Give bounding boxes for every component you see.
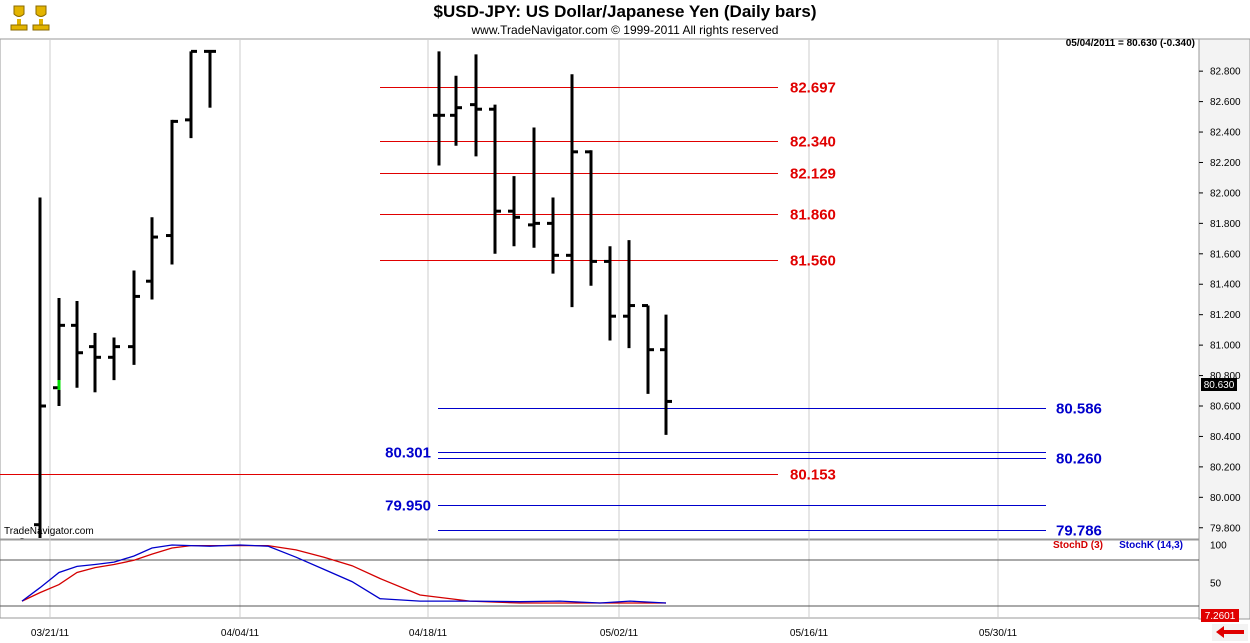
y-tick-label: 80.000 xyxy=(1210,493,1241,504)
ohlc-bar xyxy=(89,332,101,393)
stochK-label: StochK (14,3) xyxy=(1119,540,1183,551)
ohlc-bar xyxy=(566,74,578,308)
y-tick-label: 80.200 xyxy=(1210,462,1241,473)
ohlc-bar xyxy=(166,119,178,265)
stochK-line xyxy=(21,544,667,604)
y-tick-label: 80.400 xyxy=(1210,432,1241,443)
y-axis-labels: 82.800 82.600 82.400 82.200 82.000 81.800 81.6… xyxy=(1199,67,1241,590)
stoch-tick-label: 100 xyxy=(1210,541,1227,552)
price-tag-box xyxy=(1201,378,1237,391)
x-axis-labels: 03/21/11 04/04/11 04/18/11 05/02/11 05/16/11… xyxy=(31,628,1018,639)
stoch-panel xyxy=(0,539,1200,619)
y-tick-label: 80.600 xyxy=(1210,402,1241,413)
ohlc-bar xyxy=(585,150,597,286)
ohlc-bar xyxy=(470,54,482,157)
level-lines: 82.697 82.340 82.129 81.860 81.560 80.586 80.3… xyxy=(0,80,1102,540)
x-tick-label: 04/18/11 xyxy=(409,628,448,639)
level-label: 79.786 xyxy=(1056,523,1102,540)
chart-subtitle: www.TradeNavigator.com © 1999-2011 All r… xyxy=(471,23,779,37)
horizontal-grid xyxy=(0,559,1199,607)
stoch-tag-box xyxy=(1201,609,1239,622)
y-tick-label: 81.800 xyxy=(1210,219,1241,230)
y-tick-label: 81.000 xyxy=(1210,341,1241,352)
level-label: 80.301 xyxy=(385,445,431,462)
level-label: 81.560 xyxy=(790,253,836,270)
stoch-tag: 7.2601 xyxy=(1205,611,1236,622)
ohlc-bar xyxy=(450,75,462,146)
y-tick-label: 81.200 xyxy=(1210,310,1241,321)
arrow-left-icon[interactable] xyxy=(1212,624,1248,641)
trophy-icon xyxy=(10,5,50,31)
price-tag: 80.630 xyxy=(1204,380,1235,391)
y-tick-label: 82.200 xyxy=(1210,158,1241,169)
level-label: 82.129 xyxy=(790,166,836,183)
y-tick-label: 82.600 xyxy=(1210,97,1241,108)
last-readout: 05/04/2011 = 80.630 (-0.340) xyxy=(1066,38,1195,49)
ohlc-bar xyxy=(604,246,616,341)
right-axis xyxy=(1198,38,1250,620)
ohlc-bar xyxy=(642,304,654,394)
y-tick-label: 81.400 xyxy=(1210,280,1241,291)
x-tick-label: 03/21/11 xyxy=(31,628,70,639)
price-panel xyxy=(0,38,1200,540)
y-tick-label: 82.400 xyxy=(1210,128,1241,139)
ohlc-bar xyxy=(34,197,46,538)
ohlc-bar xyxy=(489,104,501,254)
ohlc-bar xyxy=(508,176,520,247)
ohlc-bar xyxy=(623,240,635,349)
x-tick-label: 05/30/11 xyxy=(979,628,1018,639)
level-label: 80.586 xyxy=(1056,401,1102,418)
ohlc-bar xyxy=(108,337,120,381)
ohlc-bar xyxy=(528,127,540,248)
stochD-label: StochD (3) xyxy=(1053,540,1103,551)
x-tick-label: 05/02/11 xyxy=(600,628,639,639)
watermark: TradeNavigator.com xyxy=(4,526,94,537)
vertical-grid xyxy=(49,39,999,618)
x-tick-label: 05/16/11 xyxy=(790,628,829,639)
level-label: 80.260 xyxy=(1056,451,1102,468)
stochastic-lines xyxy=(21,544,667,604)
level-label: 79.950 xyxy=(385,498,431,515)
ohlc-bar xyxy=(146,217,158,300)
y-tick-label: 79.800 xyxy=(1210,523,1241,534)
level-label: 82.340 xyxy=(790,134,836,151)
stoch-tick-label: 50 xyxy=(1210,579,1222,590)
ohlc-bar xyxy=(185,49,197,139)
ohlc-bar xyxy=(547,197,559,274)
x-tick-label: 04/04/11 xyxy=(221,628,260,639)
chart-title: $USD-JPY: US Dollar/Japanese Yen (Daily … xyxy=(434,2,817,21)
level-label: 82.697 xyxy=(790,80,836,97)
level-label: 80.153 xyxy=(790,467,836,484)
ohlc-bar xyxy=(660,314,672,435)
ohlc-bar xyxy=(71,300,83,388)
ohlc-bar xyxy=(128,270,140,365)
ohlc-bar xyxy=(204,49,216,108)
y-tick-label: 82.000 xyxy=(1210,188,1241,199)
ohlc-bars xyxy=(20,49,672,539)
y-tick-label: 80.800 xyxy=(1210,371,1241,382)
level-label: 81.860 xyxy=(790,207,836,224)
y-tick-label: 81.600 xyxy=(1210,249,1241,260)
y-tick-label: 82.800 xyxy=(1210,67,1241,78)
ohlc-bar xyxy=(433,51,445,166)
